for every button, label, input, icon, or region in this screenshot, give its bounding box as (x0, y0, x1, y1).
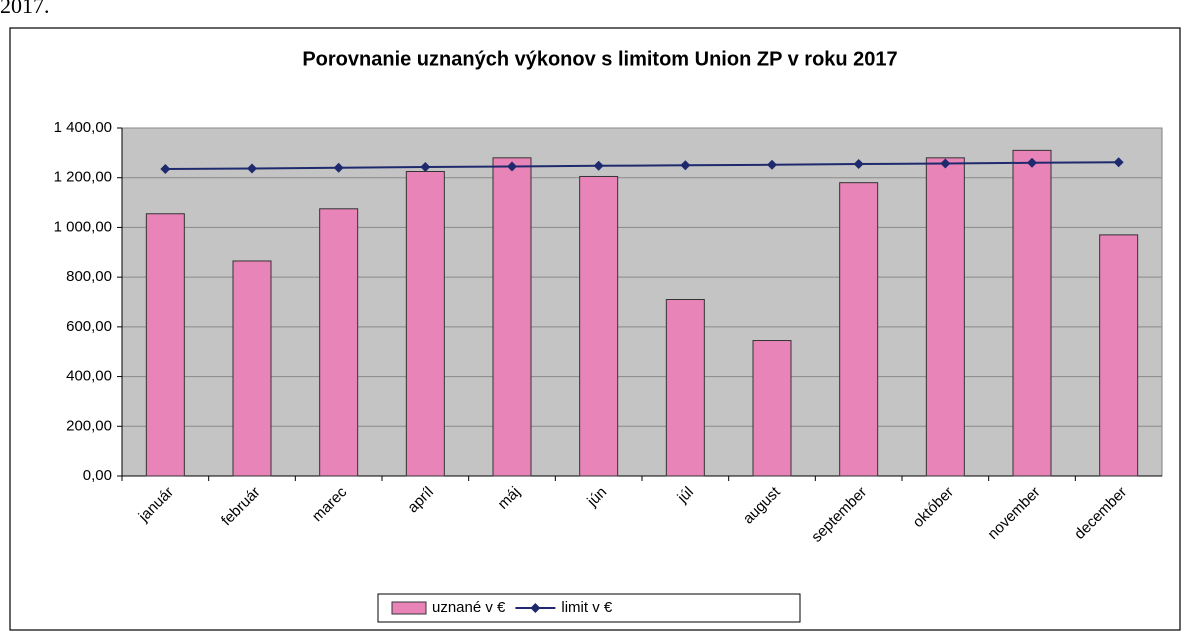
bar (405, 171, 445, 477)
line (165, 161, 1119, 171)
line-marker (420, 162, 431, 173)
line-marker (680, 160, 691, 171)
line-marker (940, 158, 951, 169)
legend: uznané v € limit v € (377, 593, 801, 623)
bar (1012, 149, 1052, 477)
y-tick-label: 1 400,00 (54, 119, 112, 136)
line-marker (333, 162, 344, 173)
line-marker (593, 160, 604, 171)
plot-area (121, 127, 1163, 477)
line-marker (1027, 157, 1037, 168)
legend-label: limit v € (561, 599, 612, 616)
bar (925, 157, 965, 477)
chart-title: Porovnanie uznaných výkonov s limitom Un… (302, 48, 897, 70)
legend-box (377, 593, 801, 623)
bar (839, 182, 879, 477)
y-tick-label: 1 200,00 (54, 169, 112, 186)
line-marker (160, 164, 171, 175)
bar (492, 157, 532, 477)
bar (1099, 234, 1139, 477)
bar (579, 175, 619, 477)
y-tick-label: 600,00 (66, 318, 112, 335)
line-marker (853, 159, 864, 170)
line-marker (507, 161, 517, 172)
legend-swatch (530, 603, 541, 613)
bar (752, 340, 792, 477)
y-tick-label: 800,00 (66, 268, 112, 285)
bar (232, 260, 272, 477)
legend-label: uznané v € (432, 599, 506, 616)
legend-swatch (391, 601, 427, 615)
y-tick-label: 1 000,00 (54, 218, 112, 235)
line-marker (767, 159, 777, 170)
bar (145, 213, 185, 477)
line-marker (247, 163, 257, 174)
line-marker (1113, 157, 1124, 168)
caption: 2017. (0, 0, 50, 18)
y-tick-label: 0,00 (83, 467, 112, 484)
y-tick-label: 200,00 (66, 417, 112, 434)
y-tick-label: 400,00 (66, 368, 112, 385)
bar (319, 208, 359, 477)
bar (665, 299, 705, 477)
